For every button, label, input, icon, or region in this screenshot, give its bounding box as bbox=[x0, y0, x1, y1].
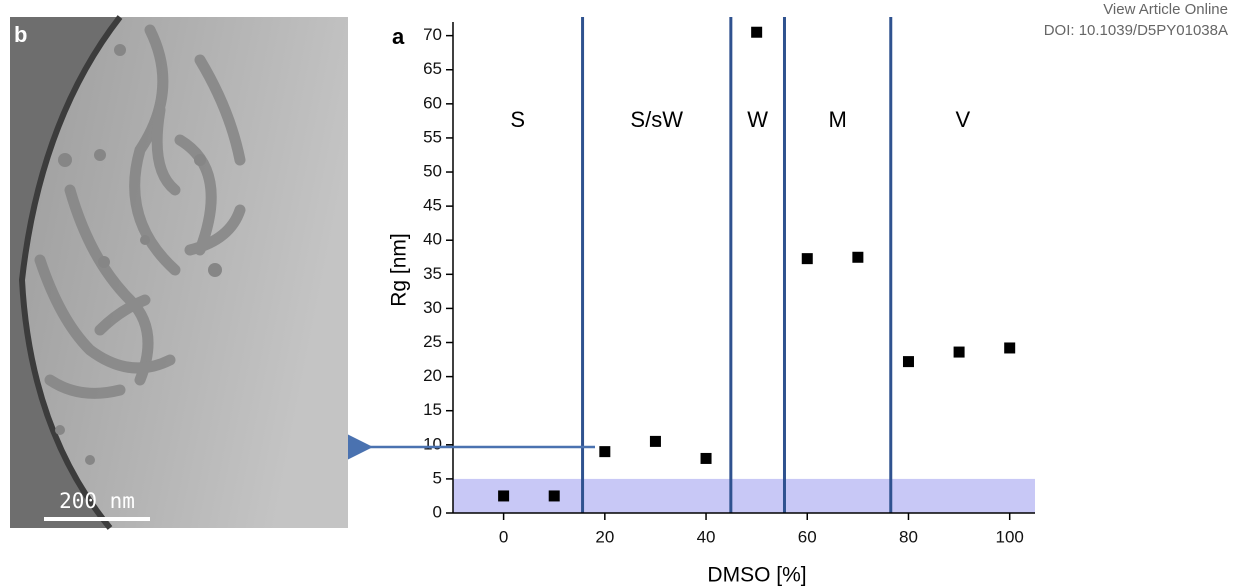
header-link[interactable]: View Article Online bbox=[1103, 1, 1228, 18]
header-doi: DOI: 10.1039/D5PY01038A bbox=[1044, 22, 1228, 39]
y-tick-label: 0 bbox=[433, 502, 442, 521]
panel-label: a bbox=[392, 24, 405, 49]
point bbox=[801, 253, 813, 265]
tem-image: b 200 nm bbox=[10, 15, 348, 530]
y-tick-label: 15 bbox=[423, 400, 442, 419]
point bbox=[548, 490, 560, 502]
x-tick-label: 20 bbox=[595, 527, 614, 546]
y-tick-label: 45 bbox=[423, 196, 442, 215]
point bbox=[498, 490, 510, 502]
y-tick-label: 30 bbox=[423, 298, 442, 317]
x-tick-label: 100 bbox=[996, 527, 1024, 546]
point bbox=[751, 26, 763, 38]
y-tick-label: 10 bbox=[423, 434, 442, 453]
point bbox=[1004, 342, 1016, 354]
point bbox=[953, 346, 965, 358]
point bbox=[700, 452, 712, 464]
point bbox=[852, 251, 864, 263]
y-tick-label: 55 bbox=[423, 127, 442, 146]
region-label: M bbox=[828, 107, 846, 132]
y-tick-label: 35 bbox=[423, 264, 442, 283]
region-label: W bbox=[747, 107, 768, 132]
x-tick-label: 40 bbox=[697, 527, 716, 546]
x-tick-label: 0 bbox=[499, 527, 508, 546]
point bbox=[649, 435, 661, 447]
point bbox=[902, 356, 914, 368]
plot: S S/sW W M V 0 5 10 15 20 25 30 35 40 45 50 55 60 65 70 0 20 4… bbox=[423, 17, 1035, 546]
y-tick-label: 60 bbox=[423, 93, 442, 112]
region-label: S bbox=[510, 107, 525, 132]
y-tick-label: 50 bbox=[423, 162, 442, 181]
region-label: V bbox=[956, 107, 971, 132]
y-tick-label: 65 bbox=[423, 59, 442, 78]
band bbox=[453, 478, 1035, 513]
scale-bar-label: 200 nm bbox=[59, 489, 135, 513]
point bbox=[599, 446, 611, 458]
x-tick-label: 60 bbox=[798, 527, 817, 546]
x-tick-label: 80 bbox=[899, 527, 918, 546]
y-tick-label: 25 bbox=[423, 332, 442, 351]
y-tick-label: 40 bbox=[423, 230, 442, 249]
y-tick-label: 20 bbox=[423, 366, 442, 385]
y-tick-label: 70 bbox=[423, 25, 442, 44]
region-label: S/sW bbox=[630, 107, 683, 132]
y-axis-title: Rg [nm] bbox=[388, 233, 411, 307]
panel-label: b bbox=[14, 22, 27, 47]
y-tick-label: 5 bbox=[433, 468, 442, 487]
x-axis-title: DMSO [%] bbox=[707, 564, 806, 587]
